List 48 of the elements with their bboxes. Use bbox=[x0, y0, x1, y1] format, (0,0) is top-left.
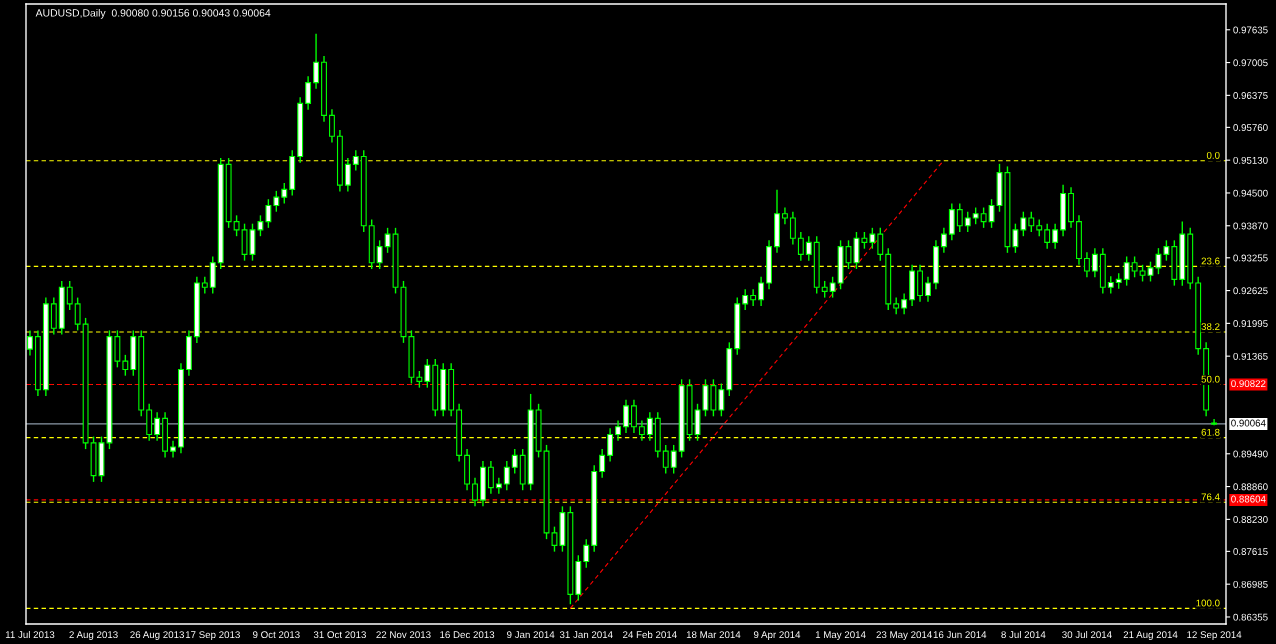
annotation: 76.4 bbox=[1201, 493, 1220, 501]
x-tick-label: 22 Nov 2013 bbox=[376, 631, 431, 639]
x-tick-label: 9 Oct 2013 bbox=[253, 631, 300, 639]
y-tick-label: 0.91365 bbox=[1233, 352, 1268, 360]
y-tick-label: 0.88860 bbox=[1233, 483, 1268, 491]
chart-title: AUDUSD,Daily 0.90080 0.90156 0.90043 0.90064 bbox=[35, 8, 271, 19]
annotation: 38.2 bbox=[1201, 323, 1220, 331]
x-tick-label: 31 Oct 2013 bbox=[313, 631, 366, 639]
y-tick-label: 0.86985 bbox=[1233, 580, 1268, 588]
x-tick-label: 26 Aug 2013 bbox=[130, 631, 184, 641]
annotation: 23.6 bbox=[1201, 257, 1220, 265]
y-tick-label: 0.87615 bbox=[1233, 548, 1268, 555]
y-tick-label: 0.89490 bbox=[1233, 450, 1268, 458]
y-tick-label: 0.93255 bbox=[1233, 254, 1268, 262]
y-tick-label: 0.94500 bbox=[1233, 189, 1268, 197]
y-tick-label: 0.95760 bbox=[1233, 124, 1268, 131]
y-tick-label: 0.93870 bbox=[1233, 222, 1268, 230]
annotation: 50.0 bbox=[1201, 375, 1220, 383]
ref-line-label: 0.88604 bbox=[1231, 495, 1266, 503]
x-tick-label: 8 Jul 2014 bbox=[1001, 630, 1046, 639]
y-tick-label: 0.95130 bbox=[1233, 156, 1268, 164]
y-tick-label: 0.97005 bbox=[1233, 59, 1268, 67]
x-tick-label: 16 Jun 2014 bbox=[933, 631, 987, 639]
x-tick-label: 9 Apr 2014 bbox=[753, 631, 801, 641]
y-tick-label: 0.97635 bbox=[1233, 26, 1268, 34]
x-tick-label: 2 Aug 2013 bbox=[69, 631, 118, 641]
x-tick-label: 12 Sep 2014 bbox=[1187, 631, 1242, 641]
y-tick-label: 0.88230 bbox=[1233, 516, 1268, 523]
y-tick-label: 0.86355 bbox=[1233, 613, 1268, 621]
y-tick-label: 0.91995 bbox=[1233, 320, 1268, 327]
x-tick-label: 9 Jan 2014 bbox=[507, 631, 555, 639]
x-tick-label: 11 Jul 2013 bbox=[5, 630, 55, 639]
ref-line-label: 0.90822 bbox=[1231, 380, 1266, 388]
ref-line-label: 0.90064 bbox=[1231, 419, 1266, 427]
x-tick-label: 30 Jul 2014 bbox=[1062, 630, 1112, 639]
annotation: 100.0 bbox=[1196, 599, 1220, 607]
y-tick-label: 0.92625 bbox=[1233, 287, 1268, 295]
x-tick-label: 17 Sep 2013 bbox=[185, 631, 240, 641]
x-tick-label: 31 Jan 2014 bbox=[559, 631, 613, 639]
x-tick-label: 24 Feb 2014 bbox=[623, 630, 677, 639]
x-tick-label: 1 May 2014 bbox=[815, 631, 866, 641]
x-tick-label: 18 Mar 2014 bbox=[686, 631, 741, 639]
x-tick-label: 23 May 2014 bbox=[876, 631, 932, 641]
y-tick-label: 0.96375 bbox=[1233, 92, 1268, 99]
annotation: 61.8 bbox=[1201, 428, 1220, 436]
x-tick-label: 21 Aug 2014 bbox=[1123, 631, 1178, 641]
x-tick-label: 16 Dec 2013 bbox=[440, 631, 495, 639]
annotation: 0.0 bbox=[1206, 151, 1220, 159]
